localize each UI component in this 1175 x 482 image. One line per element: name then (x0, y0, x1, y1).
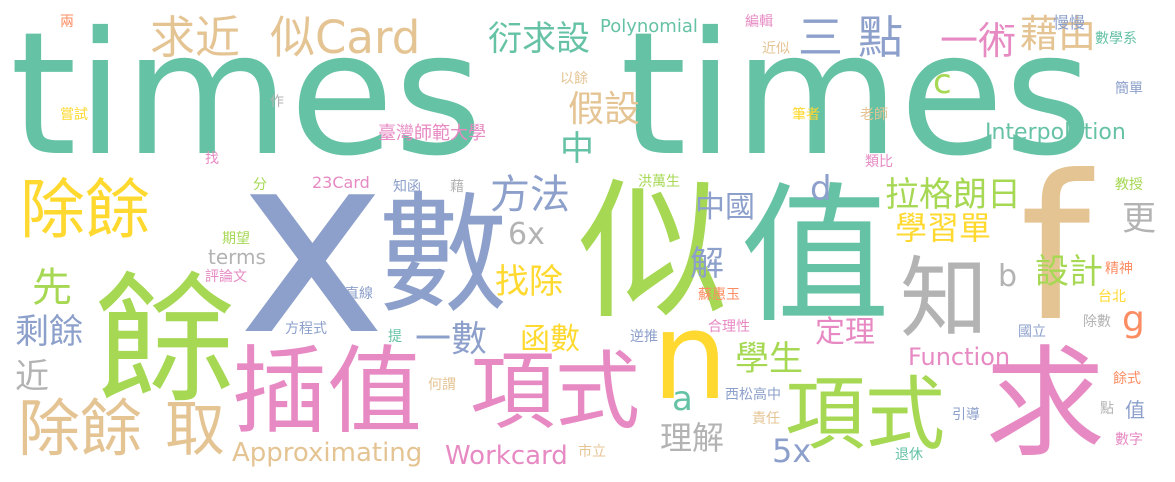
word-times-2: times (620, 0, 1093, 194)
word-x: x (238, 99, 386, 390)
word-ntnu: 臺灣師範大學 (378, 123, 486, 144)
word-jiashe: 假設 (568, 89, 641, 130)
word-pinglunwen: 評論文 (205, 269, 247, 285)
word-leibi: 類比 (865, 154, 893, 170)
word-zhi-know: 知 (900, 247, 989, 350)
word-qu: 取 (165, 395, 225, 465)
word-jiandan: 簡單 (1115, 81, 1143, 97)
word-shu: 數 (378, 179, 509, 331)
word-taibei: 台北 (1098, 289, 1126, 305)
word-yindao: 引導 (952, 407, 980, 423)
word-chuyu-2: 除餘 (18, 392, 143, 465)
word-chazhi: 插值 (232, 337, 423, 447)
word-jin: 近 (15, 357, 49, 397)
word-xuexidan: 學習單 (895, 209, 992, 247)
word-6x: 6x (508, 217, 545, 252)
word-zhihan: 知函 (393, 179, 421, 195)
word-tuixiu: 退休 (895, 447, 923, 463)
word-laoshi: 老師 (860, 107, 888, 123)
word-zhongguo: 中國 (695, 190, 755, 225)
word-zhao: 找 (205, 151, 219, 167)
word-lagelangri: 拉格朗日 (885, 175, 1021, 215)
word-qiu: 求 (985, 335, 1105, 474)
word-xisonggaozhong: 西松高中 (725, 387, 781, 403)
word-sheji: 設計 (1035, 252, 1103, 292)
word-jie: 解 (690, 244, 724, 284)
word-jiaoshou: 教授 (1115, 177, 1143, 193)
word-nitui: 逆推 (630, 329, 658, 345)
word-liang: 兩 (60, 14, 74, 30)
word-san: 三 (798, 11, 844, 64)
word-dian-small: 點 (1100, 401, 1114, 417)
word-yishu: 一術 (940, 19, 1017, 63)
word-qiwang: 期望 (222, 231, 250, 247)
word-jie-small: 藉 (450, 179, 464, 195)
word-jinsi: 近似 (762, 41, 790, 57)
word-xiangshi-2: 項式 (785, 368, 945, 461)
word-shengyu: 剩餘 (15, 312, 83, 352)
word-si: 似 (578, 166, 729, 340)
word-hongwansheng: 洪萬生 (638, 174, 680, 190)
word-helixing: 合理性 (708, 319, 750, 335)
word-zeren: 責任 (752, 411, 780, 427)
word-fangfa: 方法 (490, 172, 570, 218)
word-a: a (672, 379, 693, 419)
word-zhaochu: 找除 (495, 262, 563, 302)
word-function: Function (908, 343, 1011, 371)
word-shuxuexi: 數學系 (1095, 31, 1137, 47)
word-xian: 先 (32, 265, 72, 311)
word-b: b (998, 259, 1018, 294)
word-23card: 23Card (312, 173, 370, 192)
word-guoli: 國立 (1018, 324, 1046, 340)
word-qiujin: 求近 (150, 11, 241, 64)
word-approximating: Approximating (232, 438, 423, 468)
word-workcard: Workcard (445, 441, 568, 471)
word-dian: 點 (858, 11, 904, 64)
word-manman: 慢慢 (1053, 13, 1086, 32)
word-n: n (652, 288, 729, 427)
word-xuesheng: 學生 (735, 339, 803, 379)
word-zhixian: 直線 (345, 286, 373, 302)
word-zuo: 作 (270, 94, 284, 110)
word-fangchengshi: 方程式 (285, 321, 327, 337)
word-fen: 分 (253, 177, 267, 193)
word-shuzi: 數字 (1115, 432, 1143, 448)
word-jingshen: 精神 (1105, 261, 1133, 277)
word-chuyu-1: 除餘 (20, 173, 151, 248)
word-d: d (810, 169, 832, 209)
word-chushu: 除數 (1083, 314, 1111, 330)
word-yu: 餘 (95, 260, 236, 423)
word-f: f (1020, 133, 1091, 366)
word-interpolation: Interpolation (985, 120, 1126, 145)
word-polynomial: Polynomial (600, 16, 698, 37)
word-bianji: 編輯 (745, 14, 773, 30)
word-si-card: 似Card (270, 11, 421, 64)
word-geng: 更 (1122, 199, 1156, 239)
word-hewei: 何謂 (428, 377, 456, 393)
word-xiangshi-1: 項式 (470, 343, 641, 442)
word-yushi: 餘式 (1113, 371, 1141, 387)
word-zhong: 中 (560, 129, 594, 169)
word-ti: 提 (388, 329, 402, 345)
word-yi-shu: 一數 (415, 319, 488, 360)
word-lijie: 理解 (660, 419, 725, 457)
word-shili: 市立 (578, 444, 606, 460)
word-terms: terms (208, 245, 266, 269)
word-hanshu: 函數 (520, 322, 580, 357)
word-suhuiyu: 蘇惠玉 (698, 287, 740, 303)
word-g: g (1122, 299, 1145, 340)
word-times-1: times (10, 0, 483, 194)
word-bizhe: 筆者 (792, 107, 820, 123)
word-jieyou: 藉由 (1020, 12, 1097, 56)
word-5x: 5x (772, 432, 812, 470)
word-changshi: 嘗試 (60, 107, 88, 123)
word-c: c (933, 62, 952, 102)
word-zhi: 值 (740, 170, 891, 344)
word-yanqiushe: 衍求設 (488, 19, 590, 59)
word-zhi-small: 值 (1125, 398, 1145, 422)
word-yiyu: 以餘 (560, 71, 588, 87)
word-dingli: 定理 (815, 315, 875, 350)
